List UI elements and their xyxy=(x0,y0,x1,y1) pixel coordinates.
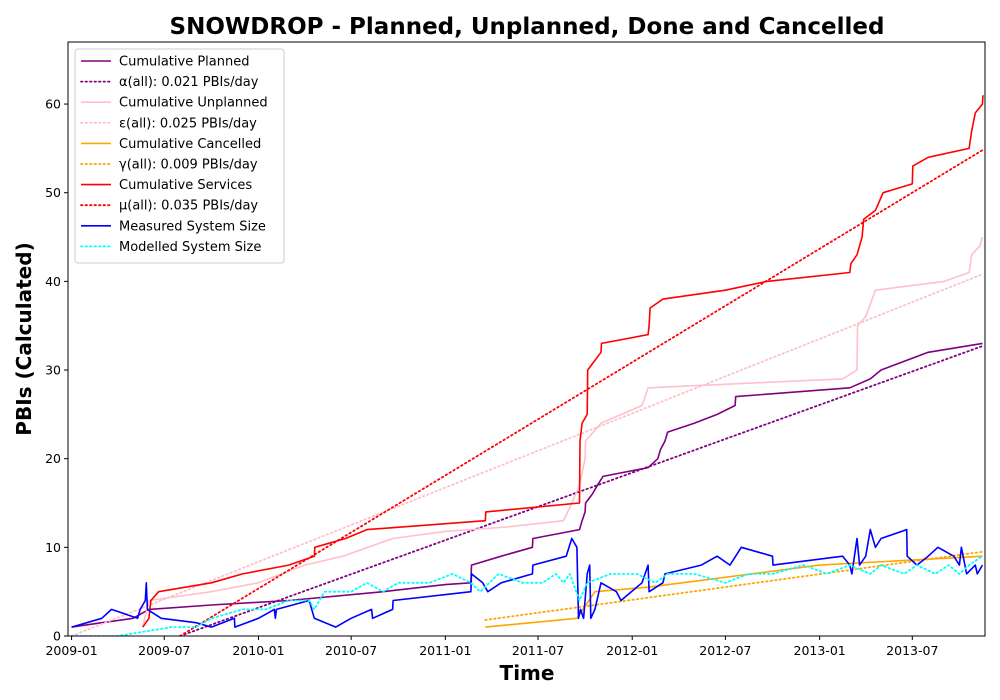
series-layer xyxy=(70,95,984,636)
x-tick-label: 2009-01 xyxy=(45,643,97,658)
legend-label-5: γ(all): 0.009 PBIs/day xyxy=(119,158,258,173)
plot-frame xyxy=(67,41,986,637)
y-tick-label: 50 xyxy=(45,185,61,200)
x-tick-label: 2012-07 xyxy=(699,643,751,658)
legend-frame xyxy=(74,48,285,264)
legend-label-3: ε(all): 0.025 PBIs/day xyxy=(119,116,257,131)
x-axis-label: Time xyxy=(500,661,555,685)
series-line-9 xyxy=(70,555,984,636)
series-line-1 xyxy=(179,345,984,636)
x-tick-label: 2010-01 xyxy=(232,643,284,658)
y-tick-label: 0 xyxy=(53,629,61,644)
series-line-8 xyxy=(71,528,984,628)
series-line-4 xyxy=(485,555,983,628)
chart-title: SNOWDROP - Planned, Unplanned, Done and … xyxy=(170,14,885,40)
x-axis: 2009-01 2009-07 2010-01 2010-07 2011-01 2011-… xyxy=(45,636,938,658)
legend-label-6: Cumulative Services xyxy=(119,178,252,193)
y-tick-label: 10 xyxy=(45,540,61,555)
series-line-2 xyxy=(142,236,984,628)
y-axis: 0 10 20 30 40 50 60 xyxy=(45,97,68,644)
x-tick-label: 2011-01 xyxy=(419,643,471,658)
series-line-3 xyxy=(70,273,984,636)
series-line-7 xyxy=(179,149,984,636)
y-tick-label: 30 xyxy=(45,363,61,378)
x-tick-label: 2011-07 xyxy=(512,643,564,658)
x-tick-label: 2013-07 xyxy=(886,643,938,658)
x-tick-label: 2013-01 xyxy=(794,643,846,658)
x-tick-label: 2010-07 xyxy=(325,643,377,658)
legend-label-0: Cumulative Planned xyxy=(119,55,249,70)
y-tick-label: 60 xyxy=(45,97,61,112)
series-line-6 xyxy=(142,95,984,628)
y-tick-label: 40 xyxy=(45,274,61,289)
series-line-0 xyxy=(71,342,983,628)
legend-label-7: μ(all): 0.035 PBIs/day xyxy=(119,199,258,214)
legend-label-1: α(all): 0.021 PBIs/day xyxy=(119,75,259,90)
legend: Cumulative Planned α(all): 0.021 PBIs/day… xyxy=(74,48,285,264)
legend-label-9: Modelled System Size xyxy=(119,240,261,255)
legend-label-2: Cumulative Unplanned xyxy=(119,96,268,111)
series-line-5 xyxy=(484,550,984,621)
y-tick-label: 20 xyxy=(45,451,61,466)
x-tick-label: 2009-07 xyxy=(138,643,190,658)
legend-label-4: Cumulative Cancelled xyxy=(119,137,261,152)
plot-area xyxy=(67,41,986,637)
legend-label-8: Measured System Size xyxy=(119,219,266,234)
y-axis-label: PBIs (Calculated) xyxy=(12,242,36,435)
x-tick-label: 2012-01 xyxy=(606,643,658,658)
